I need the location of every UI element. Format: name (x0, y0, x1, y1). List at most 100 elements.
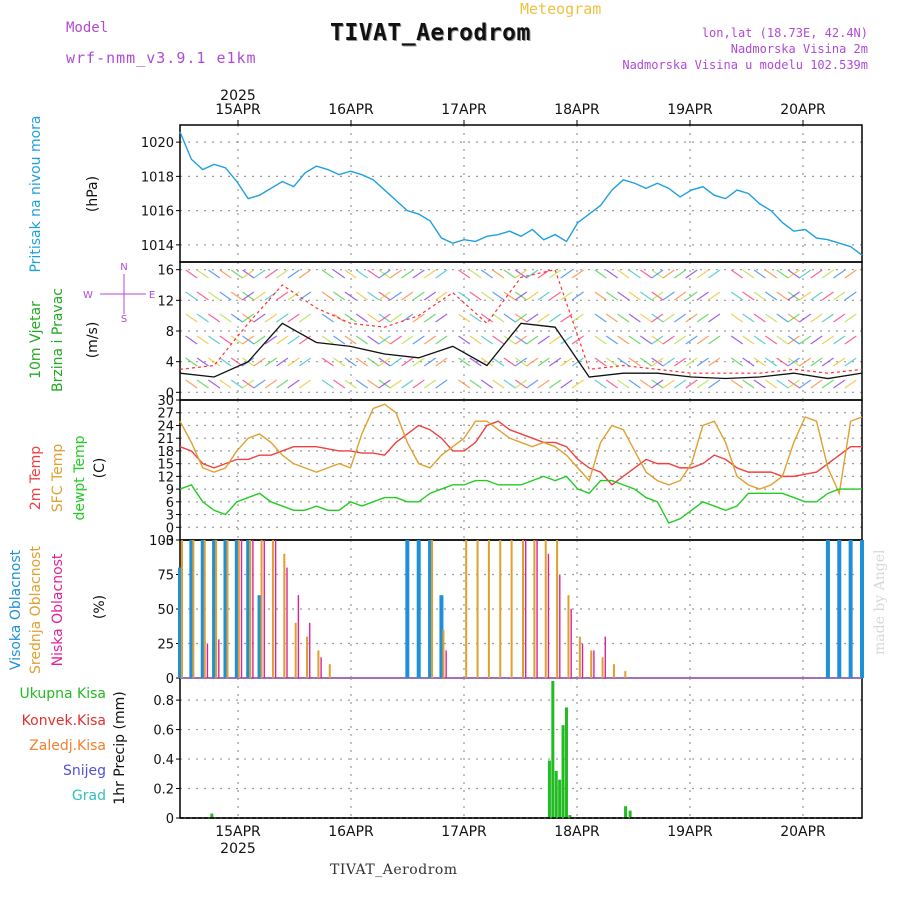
wind-barb (423, 269, 437, 279)
wind-barb (674, 313, 687, 323)
top-day-label: 15APR (215, 102, 261, 118)
wind-barb (185, 291, 198, 301)
cloud-mid-bar (590, 650, 593, 678)
wind-barb (594, 357, 607, 367)
wind-barb (333, 357, 346, 367)
wind-barb (344, 357, 357, 367)
wind-barb (617, 313, 630, 323)
y-tick-label: 1016 (141, 205, 174, 220)
wind-barb (378, 357, 391, 367)
cloud-mid-bar (226, 540, 229, 678)
wind-barb (708, 313, 721, 323)
wind-barb (492, 357, 505, 367)
wind-barb (401, 357, 414, 367)
wind-barb (696, 313, 709, 323)
wind-barb (628, 357, 641, 367)
wind-barb (765, 379, 778, 389)
cloud-mid-bar (499, 540, 502, 678)
wind-barb (548, 291, 562, 301)
wind-barb (401, 379, 414, 389)
wind-barb (560, 379, 573, 389)
footer-station: TIVAT_Aerodrom (330, 862, 458, 878)
wind-barb (594, 379, 607, 389)
wind-barb (480, 379, 494, 389)
wind-barb (480, 291, 494, 301)
wind-barb (628, 291, 641, 301)
wind-barb (526, 291, 539, 301)
cloud-axis-title-2: Srednja Oblacnost (28, 546, 44, 674)
cloud-high-bar (246, 540, 251, 678)
wind-barb (298, 357, 312, 367)
wind-barb (253, 313, 266, 323)
wind-barb (605, 379, 619, 389)
wind-barb (321, 313, 334, 323)
temp-axis-title-1: 2m Temp (28, 446, 44, 510)
cloud-mid-bar (306, 636, 309, 678)
wind-barb (605, 291, 619, 301)
cloud-low-bar (604, 636, 606, 678)
wind-barb (480, 313, 494, 323)
cloud-low-bar (309, 622, 311, 678)
wind-barb (537, 313, 550, 323)
y-tick-label: 4 (166, 356, 174, 371)
wind-barb (230, 335, 243, 345)
wind-barb (810, 313, 823, 323)
y-tick-label: 0.4 (153, 753, 174, 768)
precip-bar (561, 725, 565, 818)
wind-barb (742, 357, 755, 367)
cloud-low-bar (206, 643, 209, 678)
y-tick-label: 1020 (141, 136, 174, 151)
cloud-low-bar (445, 650, 447, 678)
wind-barb (776, 269, 789, 279)
wind-barb (833, 313, 846, 323)
wind-barb (662, 269, 675, 279)
wind-barb (367, 357, 380, 367)
cloud-mid-bar (260, 540, 263, 678)
wind-barb (333, 269, 346, 279)
wind-barb (242, 269, 255, 279)
wind-barb (685, 335, 698, 345)
wind-barb (628, 379, 641, 389)
wind-barb (844, 269, 857, 279)
wind-barb (662, 379, 675, 389)
wind-barb (821, 379, 834, 389)
wind-barb (560, 269, 573, 279)
wind-barb (321, 269, 334, 279)
wind-barb (833, 269, 846, 279)
wind-dir-n: N (120, 262, 127, 273)
wind-barb (537, 335, 550, 345)
wind-barb (185, 313, 198, 323)
cloud-mid-bar (328, 664, 331, 678)
wind-barb (765, 269, 778, 279)
cloud-mid-bar (237, 540, 240, 678)
wind-barb (674, 357, 687, 367)
cloud-high-bar (178, 567, 182, 678)
wind-barb (469, 335, 482, 345)
cloud-high-bar (416, 540, 421, 678)
wind-barb (276, 335, 289, 345)
wind-barb (514, 269, 528, 279)
cloud-mid-bar (431, 540, 434, 678)
cloud-mid-bar (612, 664, 615, 678)
wind-barb (378, 379, 391, 389)
wind-barb (355, 357, 368, 367)
wind-barb (264, 357, 277, 367)
wind-barb (378, 291, 391, 301)
cloud-mid-bar (271, 540, 274, 678)
wind-barb (219, 335, 232, 345)
wind-barb (287, 313, 300, 323)
wind-barb (776, 335, 789, 345)
wind-barb (753, 357, 766, 367)
cloud-mid-bar (442, 629, 445, 678)
wind-barb (810, 379, 823, 389)
wind-barb (548, 335, 562, 345)
wind-barb (208, 335, 221, 345)
wind-barb (503, 269, 516, 279)
wind-barb (298, 269, 312, 279)
cloud-low-bar (525, 540, 527, 678)
wind-barb (605, 313, 619, 323)
wind-barb (753, 269, 766, 279)
wind-barb (730, 291, 744, 301)
model-name: wrf-nmm_v3.9.1 e1km (66, 49, 257, 67)
wind-barb (844, 379, 857, 389)
